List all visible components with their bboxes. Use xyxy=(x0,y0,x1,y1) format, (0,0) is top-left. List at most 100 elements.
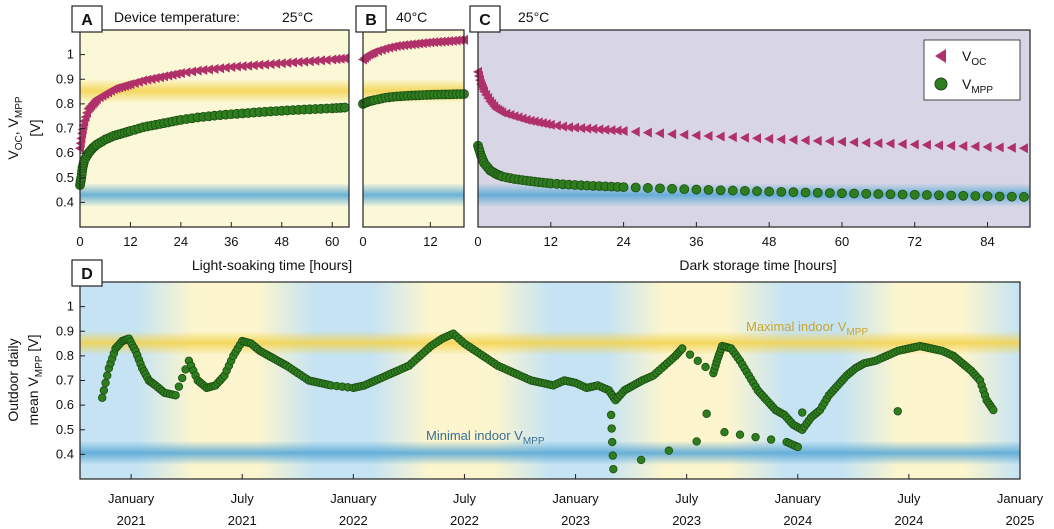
panel-a-x-tick-label: 60 xyxy=(325,234,339,249)
panel-a-min-band xyxy=(80,183,349,207)
panel-b-label: B xyxy=(365,12,377,29)
panel-c-v-mpp-point xyxy=(946,190,957,201)
panel-d-y-tick-label: 1 xyxy=(67,299,74,314)
panel-d-x-tick-month: January xyxy=(330,491,377,506)
panel-a-v-oc-point xyxy=(259,59,269,70)
panel-b-frame xyxy=(362,29,465,228)
panel-d-min-band xyxy=(80,441,1020,465)
min-indoor-annotation: Minimal indoor VMPP xyxy=(426,428,545,447)
panel-d-v-mpp-point xyxy=(101,378,110,388)
panel-c-v-oc-point xyxy=(541,118,551,129)
panel-c-v-oc-point xyxy=(946,140,956,151)
panel-d-v-mpp-point xyxy=(893,407,902,416)
panel-c-v-oc-point xyxy=(679,129,689,140)
legend-vmpp-marker xyxy=(934,77,948,91)
panel-d-v-mpp-point xyxy=(702,409,711,418)
panel-c-v-oc-point xyxy=(970,141,980,152)
panel-d-v-mpp-point xyxy=(636,455,646,465)
panel-c-v-oc-point xyxy=(994,142,1004,153)
panel-c-v-mpp-point xyxy=(727,185,738,196)
panel-c-label-box xyxy=(469,5,501,33)
panel-c-v-oc-point xyxy=(537,118,547,129)
panel-a-v-oc-point xyxy=(321,54,331,65)
panel-a-v-oc-point xyxy=(187,66,197,77)
panel-c-v-mpp-point xyxy=(849,188,859,199)
panel-b-marks xyxy=(358,34,469,109)
panel-d-x-tick-year: 2021 xyxy=(228,513,257,528)
panel-a-v-oc-point xyxy=(265,59,275,70)
panel-d-y-tick-label: 0.4 xyxy=(56,446,74,461)
panel-d-y-tick-label: 0.7 xyxy=(56,373,74,388)
panel-d-x-tick-year: 2024 xyxy=(783,513,812,528)
panel-d-v-mpp-point xyxy=(793,442,802,452)
panel-c-v-oc-point xyxy=(800,135,810,146)
panel-a-x-tick-label: 48 xyxy=(275,234,289,249)
panel-c-v-mpp-point xyxy=(691,184,702,195)
top-y-axis-label: VOC, VMPP xyxy=(5,96,25,159)
panel-c-v-mpp-point xyxy=(618,182,629,193)
panel-c-v-mpp-point xyxy=(655,183,665,194)
panel-a-v-oc-point xyxy=(335,53,345,64)
d-y-axis-label-line1: Outdoor daily xyxy=(5,338,21,421)
panel-c-v-mpp-point xyxy=(885,189,896,200)
panel-c-v-mpp-point xyxy=(740,185,750,196)
panel-c-v-mpp-point xyxy=(667,183,678,194)
panel-c-v-oc-point xyxy=(703,130,713,141)
panel-c-v-mpp-point xyxy=(1006,191,1017,202)
panel-a-v-oc-point xyxy=(248,60,258,71)
panel-d-x-tick-month: July xyxy=(453,491,477,506)
panel-c-v-mpp-point xyxy=(909,189,920,200)
panel-b-v-oc-point xyxy=(384,42,394,53)
panel-a-v-oc-point xyxy=(243,60,253,71)
panel-c-v-oc-point xyxy=(545,119,555,130)
panel-b-label-box xyxy=(355,5,387,33)
panel-a-v-oc-point xyxy=(159,71,169,82)
panel-d-v-mpp-point xyxy=(608,451,617,460)
panel-a-x-tick-label: 12 xyxy=(123,234,137,249)
panel-d-label: D xyxy=(81,266,93,283)
panel-a-x-tick-label: 36 xyxy=(224,234,238,249)
d-y-axis-label-line2: mean VMPP [V] xyxy=(25,335,45,426)
panel-b-temperature: 40°C xyxy=(396,9,427,25)
panel-d-v-mpp-point xyxy=(685,350,695,359)
panel-d-v-mpp-point xyxy=(174,382,184,391)
panel-a-v-oc-point xyxy=(138,75,148,86)
panel-d-v-mpp-point xyxy=(751,432,760,442)
panel-a-v-mpp-point xyxy=(339,102,350,113)
panel-c-v-oc-point xyxy=(1006,142,1016,153)
panel-d-y-tick-label: 0.6 xyxy=(56,397,74,412)
panel-d-y-tick-label: 0.9 xyxy=(56,323,74,338)
panel-c-frame xyxy=(477,29,1031,228)
panel-c-v-mpp-point xyxy=(812,187,823,198)
panel-d-x-tick-month: January xyxy=(108,491,155,506)
panel-a-x-tick-label: 24 xyxy=(174,234,188,249)
panel-c-v-oc-point xyxy=(654,128,664,139)
panel-d-x-tick-year: 2023 xyxy=(561,513,590,528)
top-y-axis-unit: [V] xyxy=(27,119,43,136)
panel-c-v-oc-point xyxy=(618,125,628,136)
panel-c-v-mpp-point xyxy=(800,187,811,198)
panel-c-v-oc-point xyxy=(861,137,871,148)
panel-a-x-tick-label: 0 xyxy=(76,234,83,249)
panel-a-v-oc-point xyxy=(203,64,213,75)
panel-c-v-mpp-point xyxy=(982,191,993,202)
panel-d-v-mpp-point xyxy=(178,373,187,383)
panel-d-v-mpp-point xyxy=(701,362,710,372)
panel-c-v-oc-point xyxy=(776,134,786,145)
panel-c-v-oc-point xyxy=(557,121,567,132)
panel-d-v-mpp-point xyxy=(607,424,616,433)
panel-a-v-oc-point xyxy=(339,53,349,64)
panel-a-y-tick-label: 0.4 xyxy=(56,194,74,209)
panel-c-v-oc-point xyxy=(521,114,531,125)
panel-c-v-oc-point xyxy=(752,133,762,144)
panel-c-v-oc-point xyxy=(764,133,774,144)
panel-a-v-oc-point xyxy=(304,56,314,67)
panel-c-marks xyxy=(473,66,1029,202)
panel-c-v-oc-point xyxy=(525,115,535,126)
panel-d-x-tick-month: July xyxy=(231,491,255,506)
panel-a-y-tick-label: 0.7 xyxy=(56,121,74,136)
panel-d-y-tick-label: 0.8 xyxy=(56,348,74,363)
panel-d-x-tick-year: 2024 xyxy=(894,513,923,528)
panel-c-v-oc-point xyxy=(849,137,859,148)
